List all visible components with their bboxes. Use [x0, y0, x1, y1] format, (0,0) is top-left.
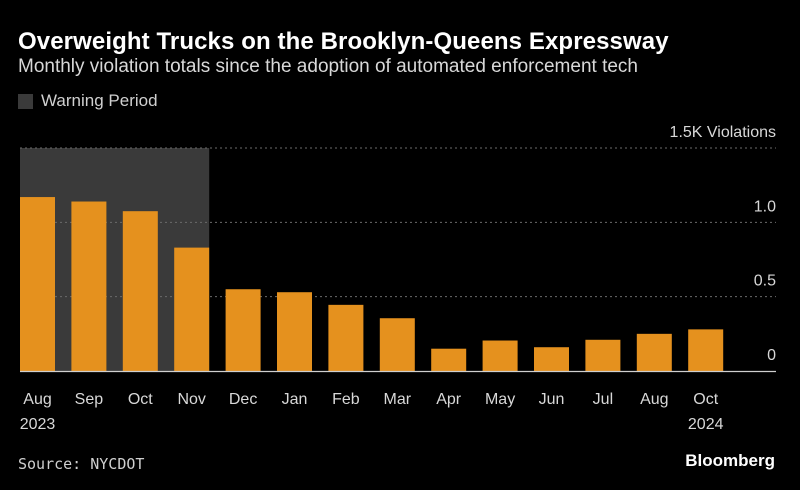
x-tick-label: Oct: [693, 391, 718, 408]
bar: [431, 348, 467, 371]
x-tick-year-label: 2024: [688, 416, 724, 433]
bar: [688, 329, 724, 371]
chart-title: Overweight Trucks on the Brooklyn-Queens…: [18, 28, 669, 55]
x-tick-label: Apr: [436, 391, 462, 408]
y-tick-label: 0.5: [754, 273, 776, 290]
bar: [122, 211, 158, 371]
y-tick-label: 1.5K Violations: [670, 124, 776, 141]
bar: [20, 197, 55, 371]
bars: [20, 197, 724, 371]
x-tick-label: Sep: [75, 391, 104, 408]
x-tick-label: Aug: [23, 391, 51, 408]
x-axis-ticks: Aug 2023 Sep Oct Nov Dec Jan Feb Mar Apr May Jun Jul…: [20, 391, 724, 433]
bar: [636, 333, 672, 371]
bar: [585, 339, 621, 371]
chart-subtitle: Monthly violation totals since the adopt…: [18, 56, 638, 77]
y-tick-label: 1.0: [754, 198, 776, 215]
x-tick-label: Jun: [539, 391, 565, 408]
bar: [534, 347, 569, 371]
x-tick-label: Feb: [332, 391, 360, 408]
x-tick-label: Oct: [128, 391, 153, 408]
bar: [379, 318, 415, 371]
x-tick-label: Aug: [640, 391, 668, 408]
y-axis-ticks: 0 0.5 1.0 1.5K Violations: [670, 124, 777, 364]
legend: Warning Period: [18, 91, 158, 111]
source-note: Source: NYCDOT: [18, 455, 145, 473]
x-tick-year-label: 2023: [20, 416, 56, 433]
x-tick-label: Dec: [229, 391, 257, 408]
bar: [277, 292, 312, 371]
x-tick-label: May: [485, 391, 515, 408]
bloomberg-logo: Bloomberg: [685, 451, 775, 470]
bar: [174, 247, 210, 371]
bar: [71, 201, 107, 371]
bar: [482, 340, 518, 371]
x-tick-label: Jan: [282, 391, 308, 408]
x-tick-label: Mar: [384, 391, 412, 408]
legend-label-warning-period: Warning Period: [41, 91, 158, 110]
bar: [225, 289, 261, 371]
x-tick-label: Jul: [593, 391, 613, 408]
bar: [328, 304, 364, 371]
legend-swatch-warning-period: [18, 93, 33, 109]
x-tick-label: Nov: [177, 391, 205, 408]
y-tick-label: 0: [767, 347, 776, 364]
